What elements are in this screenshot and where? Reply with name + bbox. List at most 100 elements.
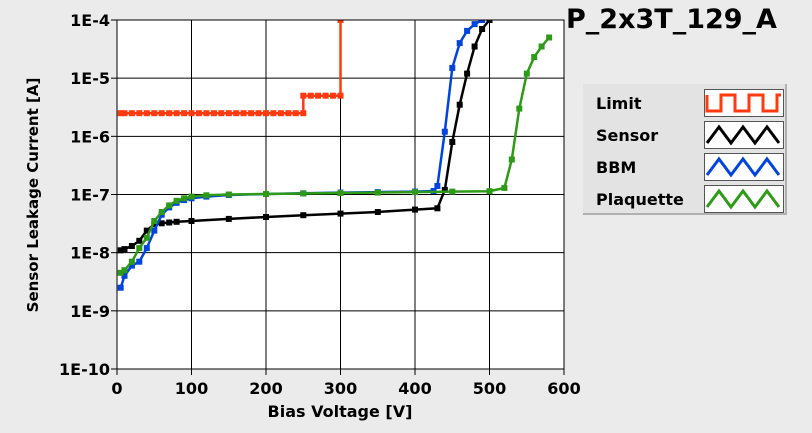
data-point-limit — [307, 92, 314, 99]
data-point-limit — [158, 110, 165, 117]
data-point-sensor — [337, 210, 344, 217]
series-group — [117, 20, 553, 291]
data-point-sensor — [464, 70, 471, 77]
data-point-bbm — [441, 128, 448, 135]
data-point-sensor — [117, 247, 124, 254]
data-point-bbm — [117, 284, 124, 291]
data-point-limit — [203, 110, 210, 117]
data-point-limit — [322, 92, 329, 99]
legend-swatch-limit — [704, 89, 784, 117]
data-point-limit — [270, 110, 277, 117]
data-point-bbm — [151, 227, 158, 234]
data-point-plaquette — [523, 70, 530, 77]
data-point-sensor — [143, 227, 150, 234]
data-point-plaquette — [188, 193, 195, 200]
x-tick-label: 0 — [111, 379, 122, 398]
legend-label-sensor: Sensor — [596, 126, 659, 145]
data-point-plaquette — [121, 267, 128, 274]
data-point-sensor — [471, 43, 478, 50]
data-point-plaquette — [263, 191, 269, 197]
data-point-limit — [210, 110, 217, 117]
data-point-bbm — [121, 272, 128, 279]
data-point-bbm — [128, 262, 135, 269]
data-point-limit — [233, 110, 240, 117]
data-point-plaquette — [501, 184, 508, 191]
data-point-plaquette — [300, 190, 307, 197]
x-tick-label: 400 — [398, 379, 431, 398]
legend-item-plaquette[interactable]: Plaquette — [583, 183, 784, 215]
data-point-limit — [337, 20, 344, 23]
data-point-limit — [248, 110, 255, 117]
data-point-bbm — [434, 183, 441, 189]
legend-label-plaquette: Plaquette — [596, 190, 684, 209]
data-point-limit — [181, 110, 188, 117]
data-point-sensor — [158, 220, 165, 227]
data-point-sensor — [166, 219, 173, 226]
y-tick-label: 1E-10 — [59, 360, 110, 379]
data-point-limit — [143, 110, 150, 117]
data-point-sensor — [374, 209, 381, 215]
data-point-sensor — [188, 218, 195, 224]
x-axis-label: Bias Voltage [V] — [267, 402, 413, 421]
data-point-plaquette — [546, 34, 553, 41]
data-point-plaquette — [412, 189, 418, 196]
legend-swatch-sensor — [704, 121, 784, 149]
y-axis-label: Sensor Leakage Current [A] — [24, 77, 42, 313]
data-point-limit — [121, 110, 128, 117]
data-point-limit — [240, 110, 247, 117]
data-point-plaquette — [128, 258, 135, 265]
y-tick-label: 1E-6 — [70, 127, 110, 146]
x-tick-label: 200 — [249, 379, 282, 398]
data-point-plaquette — [531, 54, 538, 61]
x-tick-label: 300 — [324, 379, 357, 398]
x-tick-label: 600 — [547, 379, 580, 398]
data-point-limit — [292, 110, 299, 117]
data-point-limit — [218, 110, 225, 117]
legend-swatch-bbm-plot — [705, 156, 781, 178]
data-point-limit — [285, 110, 292, 117]
legend-item-sensor[interactable]: Sensor — [583, 119, 784, 151]
x-tick-label: 100 — [175, 379, 208, 398]
y-tick-label: 1E-8 — [70, 244, 110, 263]
legend-label-limit: Limit — [596, 94, 642, 113]
data-point-bbm — [456, 40, 463, 47]
data-point-limit — [277, 110, 284, 117]
x-tick-label: 500 — [473, 379, 506, 398]
data-point-limit — [117, 110, 124, 117]
data-point-plaquette — [143, 234, 150, 241]
data-point-sensor — [136, 237, 143, 244]
legend-item-limit[interactable]: Limit — [583, 87, 784, 119]
data-point-bbm — [136, 258, 143, 265]
data-point-limit — [300, 92, 307, 99]
data-point-sensor — [263, 214, 269, 220]
data-point-bbm — [479, 20, 486, 23]
legend-wave-bbm — [705, 156, 781, 178]
data-point-bbm — [143, 245, 150, 252]
data-point-plaquette — [173, 197, 180, 204]
data-point-limit — [255, 110, 262, 117]
data-point-sensor — [225, 215, 232, 222]
legend-swatch-plaquette-plot — [705, 188, 781, 210]
y-tick-label: 1E-7 — [70, 186, 110, 205]
data-point-sensor — [151, 221, 158, 228]
series-layer — [117, 20, 553, 291]
data-point-limit — [225, 110, 232, 117]
legend-wave-sensor — [705, 124, 781, 146]
data-point-plaquette — [158, 209, 165, 215]
data-point-plaquette — [117, 269, 124, 276]
data-point-bbm — [464, 27, 471, 34]
legend: Limit Sensor BBM Plaquette — [583, 84, 787, 215]
data-point-sensor — [479, 26, 486, 32]
legend-label-bbm: BBM — [596, 158, 637, 177]
data-point-limit — [128, 110, 135, 117]
data-point-limit — [315, 92, 322, 99]
data-point-sensor — [456, 101, 463, 108]
data-point-limit — [173, 110, 180, 117]
data-point-sensor — [300, 212, 307, 219]
data-point-plaquette — [337, 190, 344, 196]
data-point-limit — [166, 110, 173, 117]
data-point-sensor — [449, 139, 456, 145]
legend-item-bbm[interactable]: BBM — [583, 151, 784, 183]
y-tick-label: 1E-9 — [70, 302, 110, 321]
